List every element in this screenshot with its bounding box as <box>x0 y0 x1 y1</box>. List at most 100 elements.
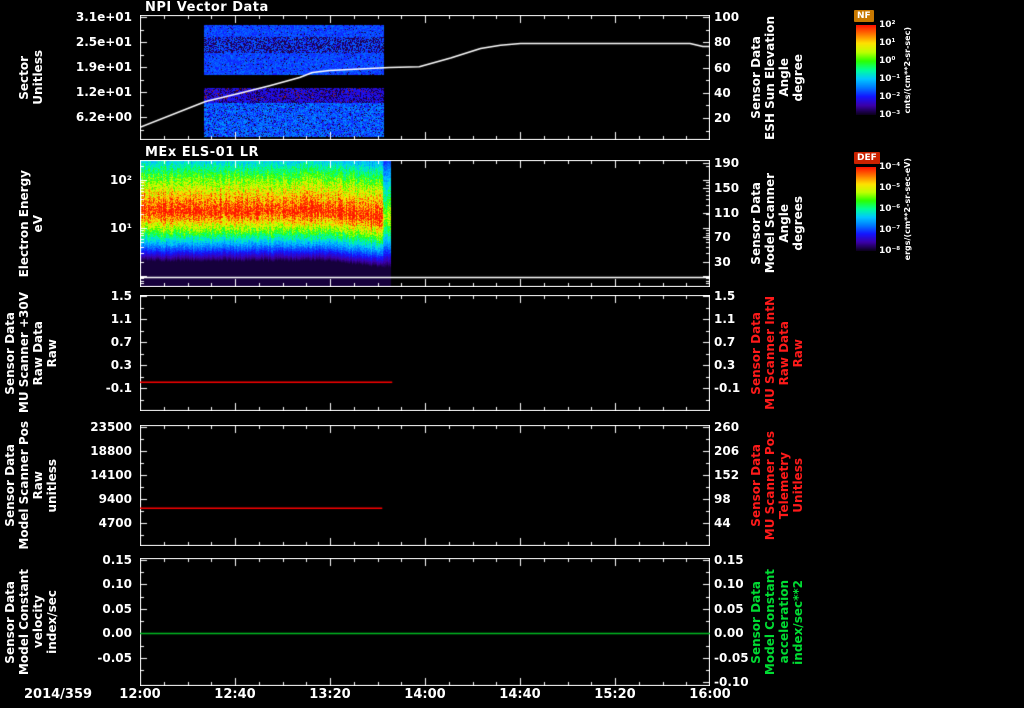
time-tick-label: 12:00 <box>119 687 161 702</box>
axis-label-line: Sensor Data <box>748 182 763 265</box>
colorbar-tick-label: 10⁰ <box>879 56 896 66</box>
panel2-right-axis-label: Sensor Data Model Scanner Angle degrees <box>744 160 810 287</box>
panel1-right-axis-label: Sensor Data ESH Sun Elevation Angle degree <box>744 15 810 140</box>
axis-label-line: Raw Data <box>776 320 791 386</box>
tick-label: 1.2e+01 <box>75 85 132 99</box>
tick-label: -0.05 <box>97 650 132 665</box>
panel3-right-tick-labels: 1.5 1.1 0.7 0.3 -0.1 <box>714 290 766 411</box>
axis-label-line: Sensor Data <box>2 580 17 664</box>
tick-label: 60 <box>714 60 731 75</box>
colorbar-tick-label: 10⁻³ <box>879 110 901 120</box>
axis-label-line: Sensor Data <box>748 580 763 664</box>
panel5-plot-area <box>140 558 710 686</box>
colorbar-unit-text: ergs/(cm**2-sr-sec-eV) <box>903 157 912 261</box>
tick-label: -0.1 <box>714 381 741 396</box>
tick-label: 0.3 <box>714 358 736 373</box>
tick-label: 0.10 <box>714 577 744 592</box>
time-tick-label: 16:00 <box>689 687 731 702</box>
colorbar-tick-label: 10⁻⁶ <box>879 204 901 214</box>
tick-label: -0.10 <box>714 675 749 690</box>
colorbar-tag-nf: NF <box>854 10 874 22</box>
axis-label-line: Raw Data <box>30 320 45 386</box>
panel2-left-tick-labels: 10² 10¹ <box>56 160 136 287</box>
tick-label: 2.5e+01 <box>75 35 132 49</box>
tick-label: -0.1 <box>105 381 132 396</box>
panel5-right-tick-labels: 0.15 0.10 0.05 0.00 -0.05 -0.10 <box>714 554 766 690</box>
tick-label: 190 <box>714 156 740 171</box>
panel4-right-axis-label: Sensor Data MU Scanner Pos Telemetry Unitle… <box>744 425 810 546</box>
axis-label-line: Model Scanner <box>762 173 777 274</box>
panel2-plot-area <box>140 160 710 287</box>
axis-label-line: Model Constant <box>16 568 31 676</box>
axis-label-line: velocity <box>30 595 45 649</box>
tick-label: 18800 <box>90 444 132 458</box>
tick-label: 10² <box>110 172 132 187</box>
axis-label-line: unitless <box>44 458 59 513</box>
tick-label: 152 <box>714 467 740 482</box>
panel3-plot-area <box>140 295 710 411</box>
tick-label: 0.00 <box>714 626 744 641</box>
panel1-canvas <box>140 15 710 140</box>
panel3-right-axis-label: Sensor Data MU Scanner IntN Raw Data Raw <box>744 295 810 411</box>
colorbar-tick-label: 10⁻⁸ <box>879 246 901 256</box>
axis-label-line: eV <box>30 214 45 233</box>
panel5-right-axis-label: Sensor Data Model Constant acceleration ind… <box>744 558 810 686</box>
panel4-canvas <box>140 425 710 546</box>
panel3-left-tick-labels: 1.5 1.1 0.7 0.3 -0.1 <box>56 290 136 411</box>
axis-label-line: ESH Sun Elevation <box>762 15 777 140</box>
panel3-left-axis-label: Sensor Data MU Scanner +30V Raw Data Raw <box>2 292 60 414</box>
date-label: 2014/359 <box>24 687 93 702</box>
colorbar-gradient <box>856 25 876 115</box>
tick-label: 0.7 <box>110 335 132 350</box>
axis-label-line: MU Scanner Pos <box>762 430 777 541</box>
colorbar-tag-def: DEF <box>854 152 880 164</box>
axis-label-line: Angle <box>776 204 791 243</box>
panel2-title: MEx ELS-01 LR <box>145 145 260 160</box>
axis-label-line: index/sec <box>44 590 59 654</box>
axis-label-line: MU Scanner +30V <box>16 292 31 414</box>
panel1-left-axis-label: Sector Unitless <box>2 15 60 140</box>
colorbar-unit-text: cnts/(cm**2-sr-sec) <box>903 26 912 114</box>
tick-label: 260 <box>714 420 740 435</box>
tick-label: 0.05 <box>714 601 744 616</box>
panel5-left-axis-label: Sensor Data Model Constant velocity index/s… <box>2 558 60 686</box>
panel4-left-axis-label: Sensor Data Model Scanner Pos Raw unitless <box>2 421 60 550</box>
panel5-left-tick-labels: 0.15 0.10 0.05 0.00 -0.05 <box>56 554 136 686</box>
time-tick-label: 12:40 <box>214 687 256 702</box>
colorbar-tick-label: 10⁻⁵ <box>879 183 901 193</box>
axis-label-line: Unitless <box>30 50 45 105</box>
tick-label: 0.00 <box>102 626 132 641</box>
panel4-plot-area <box>140 425 710 546</box>
tick-label: 80 <box>714 35 731 50</box>
tick-label: 23500 <box>90 420 132 435</box>
panel1-plot-area <box>140 15 710 140</box>
axis-label-line: Raw <box>790 338 805 368</box>
tick-label: 4700 <box>98 515 132 530</box>
axis-label-line: Raw <box>30 471 45 500</box>
panel2-right-tick-labels: 190 150 110 70 30 <box>714 156 766 287</box>
panel1-right-tick-labels: 100 80 60 40 20 <box>714 11 766 140</box>
tick-label: 1.1 <box>714 312 736 327</box>
axis-label-line: Sensor Data <box>2 444 17 527</box>
axis-label-line: MU Scanner IntN <box>762 296 777 410</box>
time-tick-label: 15:20 <box>594 687 636 702</box>
time-axis-labels: 12:00 12:40 13:20 14:00 14:40 15:20 16:00 <box>0 687 1024 705</box>
panel3-canvas <box>140 295 710 411</box>
tick-label: 0.15 <box>102 553 132 568</box>
axis-label-line: Model Constant <box>762 568 777 676</box>
panel2-canvas <box>140 160 710 287</box>
tick-label: 6.2e+00 <box>75 110 132 124</box>
tick-label: 206 <box>714 444 740 458</box>
tick-label: 40 <box>714 85 731 100</box>
tick-label: 1.5 <box>714 289 736 304</box>
time-tick-label: 14:00 <box>404 687 446 702</box>
colorbar-unit-label: ergs/(cm**2-sr-sec-eV) <box>903 158 912 260</box>
axis-label-line: Sensor Data <box>748 36 763 119</box>
axis-label-line: Sensor Data <box>748 444 763 527</box>
axis-label-line: Model Scanner Pos <box>16 421 31 550</box>
panel2-left-axis-label: Electron Energy eV <box>2 160 60 287</box>
axis-label-line: Angle <box>776 58 791 97</box>
tick-label: 10¹ <box>110 220 132 235</box>
panel1-left-tick-labels: 3.1e+01 2.5e+01 1.9e+01 1.2e+01 6.2e+00 <box>56 11 136 140</box>
